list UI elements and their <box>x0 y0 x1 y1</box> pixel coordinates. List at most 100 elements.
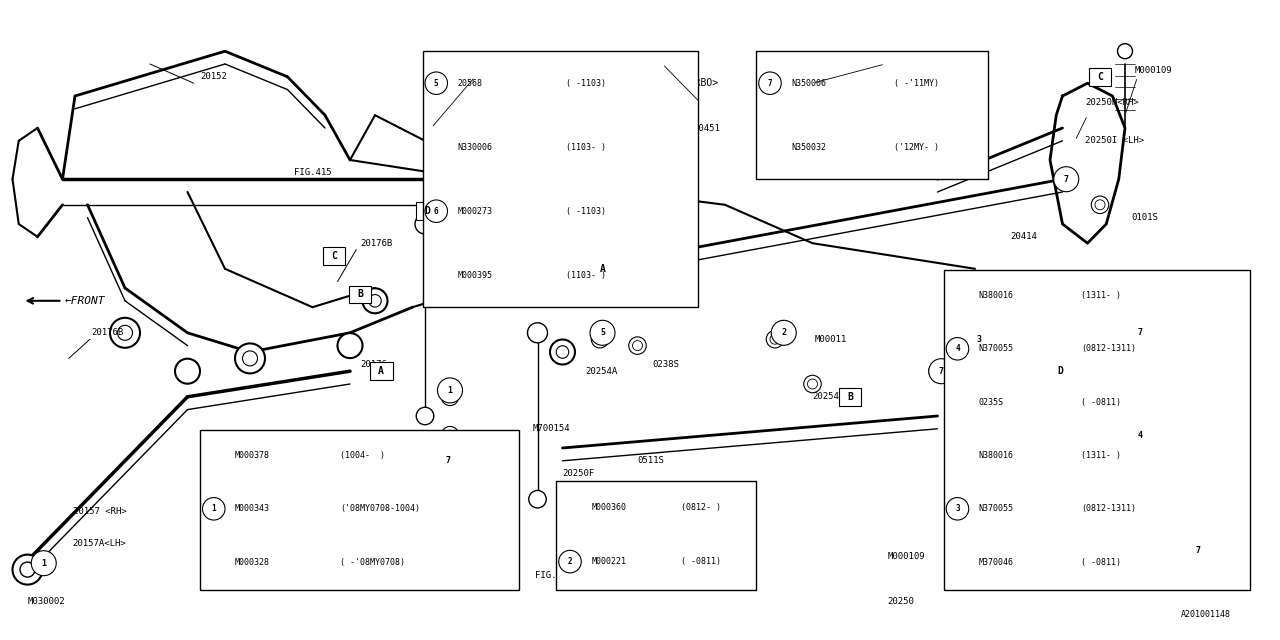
Circle shape <box>946 337 969 360</box>
Bar <box>1048 362 1071 380</box>
Circle shape <box>628 337 646 355</box>
Text: N350006: N350006 <box>791 79 827 88</box>
Text: (0812-1311): (0812-1311) <box>1082 344 1137 353</box>
Text: 4: 4 <box>955 344 960 353</box>
Circle shape <box>1103 324 1121 342</box>
Text: N380016: N380016 <box>979 451 1014 460</box>
Text: N330006: N330006 <box>457 143 493 152</box>
Text: 5: 5 <box>600 328 605 337</box>
Circle shape <box>362 288 388 314</box>
Text: 20254B: 20254B <box>813 392 845 401</box>
Text: 7: 7 <box>938 367 943 376</box>
Circle shape <box>946 497 969 520</box>
Text: M000395: M000395 <box>457 271 493 280</box>
Circle shape <box>772 320 796 346</box>
Text: ( -1103): ( -1103) <box>566 207 607 216</box>
Text: 20250H<RH>: 20250H<RH> <box>1085 98 1139 107</box>
Text: 7: 7 <box>1064 175 1069 184</box>
Bar <box>348 285 371 303</box>
Text: A: A <box>599 264 605 274</box>
Text: M000109: M000109 <box>1135 66 1172 75</box>
Text: (1103- ): (1103- ) <box>566 143 607 152</box>
Text: M000178: M000178 <box>472 584 511 593</box>
Text: 20578B: 20578B <box>777 66 810 75</box>
Text: (1311- ): (1311- ) <box>1082 291 1121 300</box>
Text: 7: 7 <box>1196 546 1201 555</box>
Circle shape <box>1004 362 1021 380</box>
Circle shape <box>527 323 548 343</box>
Text: ('08MY0708-1004): ('08MY0708-1004) <box>340 504 420 513</box>
Text: FIG.281: FIG.281 <box>1119 392 1156 401</box>
Text: 6: 6 <box>434 207 439 216</box>
Circle shape <box>759 72 781 95</box>
Text: ( -'11MY): ( -'11MY) <box>893 79 938 88</box>
Bar <box>756 51 987 179</box>
Bar <box>416 202 439 220</box>
Text: <TURBO>: <TURBO> <box>677 78 718 88</box>
Text: C: C <box>1097 72 1103 82</box>
Text: M000343: M000343 <box>236 504 270 513</box>
Text: 20250: 20250 <box>887 597 914 606</box>
Circle shape <box>590 320 614 346</box>
Text: ( -0811): ( -0811) <box>681 557 721 566</box>
Circle shape <box>13 555 42 584</box>
Text: (1103- ): (1103- ) <box>566 271 607 280</box>
Text: 0235S: 0235S <box>979 397 1004 406</box>
Circle shape <box>175 358 200 384</box>
Text: 20157 <RH>: 20157 <RH> <box>73 508 127 516</box>
Circle shape <box>416 407 434 425</box>
Bar <box>943 270 1251 590</box>
Bar <box>1089 68 1111 86</box>
Circle shape <box>338 333 362 358</box>
Text: 20152: 20152 <box>200 72 227 81</box>
Text: 20157A<LH>: 20157A<LH> <box>73 540 127 548</box>
Text: 20176B: 20176B <box>360 239 392 248</box>
Circle shape <box>442 426 458 444</box>
Bar <box>422 51 698 307</box>
Text: 20176B: 20176B <box>91 328 123 337</box>
Text: 0101S: 0101S <box>1132 213 1158 222</box>
Circle shape <box>415 214 435 234</box>
Text: A201001148: A201001148 <box>1181 610 1231 619</box>
Text: 1: 1 <box>41 559 46 568</box>
Circle shape <box>966 326 991 352</box>
Text: 3: 3 <box>977 335 982 344</box>
Text: 20254A: 20254A <box>585 367 617 376</box>
Text: M000273: M000273 <box>457 207 493 216</box>
Text: 20250F: 20250F <box>562 469 595 478</box>
Circle shape <box>1092 196 1108 214</box>
Text: 2: 2 <box>781 328 786 337</box>
Bar <box>200 430 518 590</box>
Circle shape <box>550 339 575 365</box>
Circle shape <box>1117 44 1133 59</box>
Circle shape <box>438 378 462 403</box>
Circle shape <box>110 318 140 348</box>
Text: B: B <box>357 289 364 300</box>
Text: 20470: 20470 <box>1038 405 1065 414</box>
Circle shape <box>435 448 460 474</box>
Text: 20252A<RH>: 20252A<RH> <box>579 520 632 529</box>
Text: M700154: M700154 <box>532 424 570 433</box>
Circle shape <box>1185 538 1210 563</box>
Text: 1: 1 <box>448 386 453 395</box>
Text: P120003: P120003 <box>575 284 613 292</box>
Circle shape <box>425 72 448 95</box>
Text: 0238S: 0238S <box>653 360 680 369</box>
Circle shape <box>804 375 822 393</box>
Text: 20451: 20451 <box>694 124 721 132</box>
Circle shape <box>1053 166 1079 192</box>
Text: (0812- ): (0812- ) <box>681 502 721 512</box>
Text: 7: 7 <box>445 456 451 465</box>
Circle shape <box>236 344 265 373</box>
Circle shape <box>442 388 458 406</box>
Circle shape <box>767 330 783 348</box>
Bar <box>838 388 861 406</box>
Text: ( -0811): ( -0811) <box>1082 397 1121 406</box>
Text: 20252B<LH>: 20252B<LH> <box>579 546 632 555</box>
Circle shape <box>529 490 547 508</box>
Text: (1311- ): (1311- ) <box>1082 451 1121 460</box>
Bar <box>370 362 393 380</box>
Circle shape <box>559 550 581 573</box>
Circle shape <box>1129 324 1147 342</box>
Text: M000221: M000221 <box>591 557 626 566</box>
